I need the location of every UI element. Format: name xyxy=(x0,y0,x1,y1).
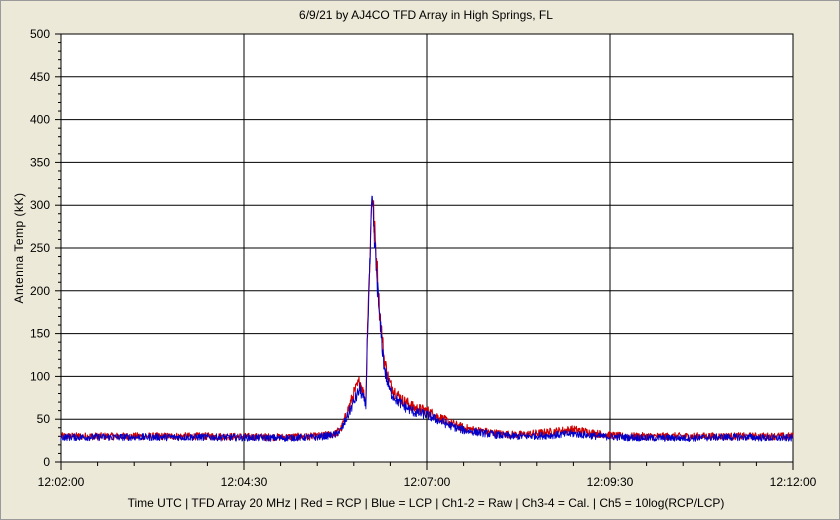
y-tick-label: 200 xyxy=(30,284,50,298)
x-tick-label: 12:12:00 xyxy=(770,475,817,489)
x-tick-label: 12:04:30 xyxy=(221,475,268,489)
y-tick-label: 450 xyxy=(30,70,50,84)
x-tick-label: 12:07:00 xyxy=(404,475,451,489)
series-line-lcp xyxy=(60,195,794,443)
y-tick-label: 500 xyxy=(30,27,50,41)
x-tick-label: 12:02:00 xyxy=(38,475,85,489)
axis-ticks: 0 50 100 150 200 250 300 350 400 450 500 12:02:00 12… xyxy=(30,27,817,489)
y-tick-label: 150 xyxy=(30,327,50,341)
series-lines xyxy=(60,195,794,443)
x-tick-label: 12:09:30 xyxy=(587,475,634,489)
y-tick-label: 50 xyxy=(37,412,51,426)
y-axis-title: Antenna Temp (kK) xyxy=(12,193,26,304)
y-tick-label: 350 xyxy=(30,155,50,169)
chart-title: 6/9/21 by AJ4CO TFD Array in High Spring… xyxy=(299,8,553,22)
y-tick-label: 0 xyxy=(43,455,50,469)
y-tick-label: 100 xyxy=(30,369,50,383)
x-axis-caption: Time UTC | TFD Array 20 MHz | Red = RCP … xyxy=(127,496,725,510)
y-tick-label: 250 xyxy=(30,241,50,255)
y-tick-label: 400 xyxy=(30,113,50,127)
grid-lines xyxy=(61,34,793,462)
y-tick-label: 300 xyxy=(30,198,50,212)
